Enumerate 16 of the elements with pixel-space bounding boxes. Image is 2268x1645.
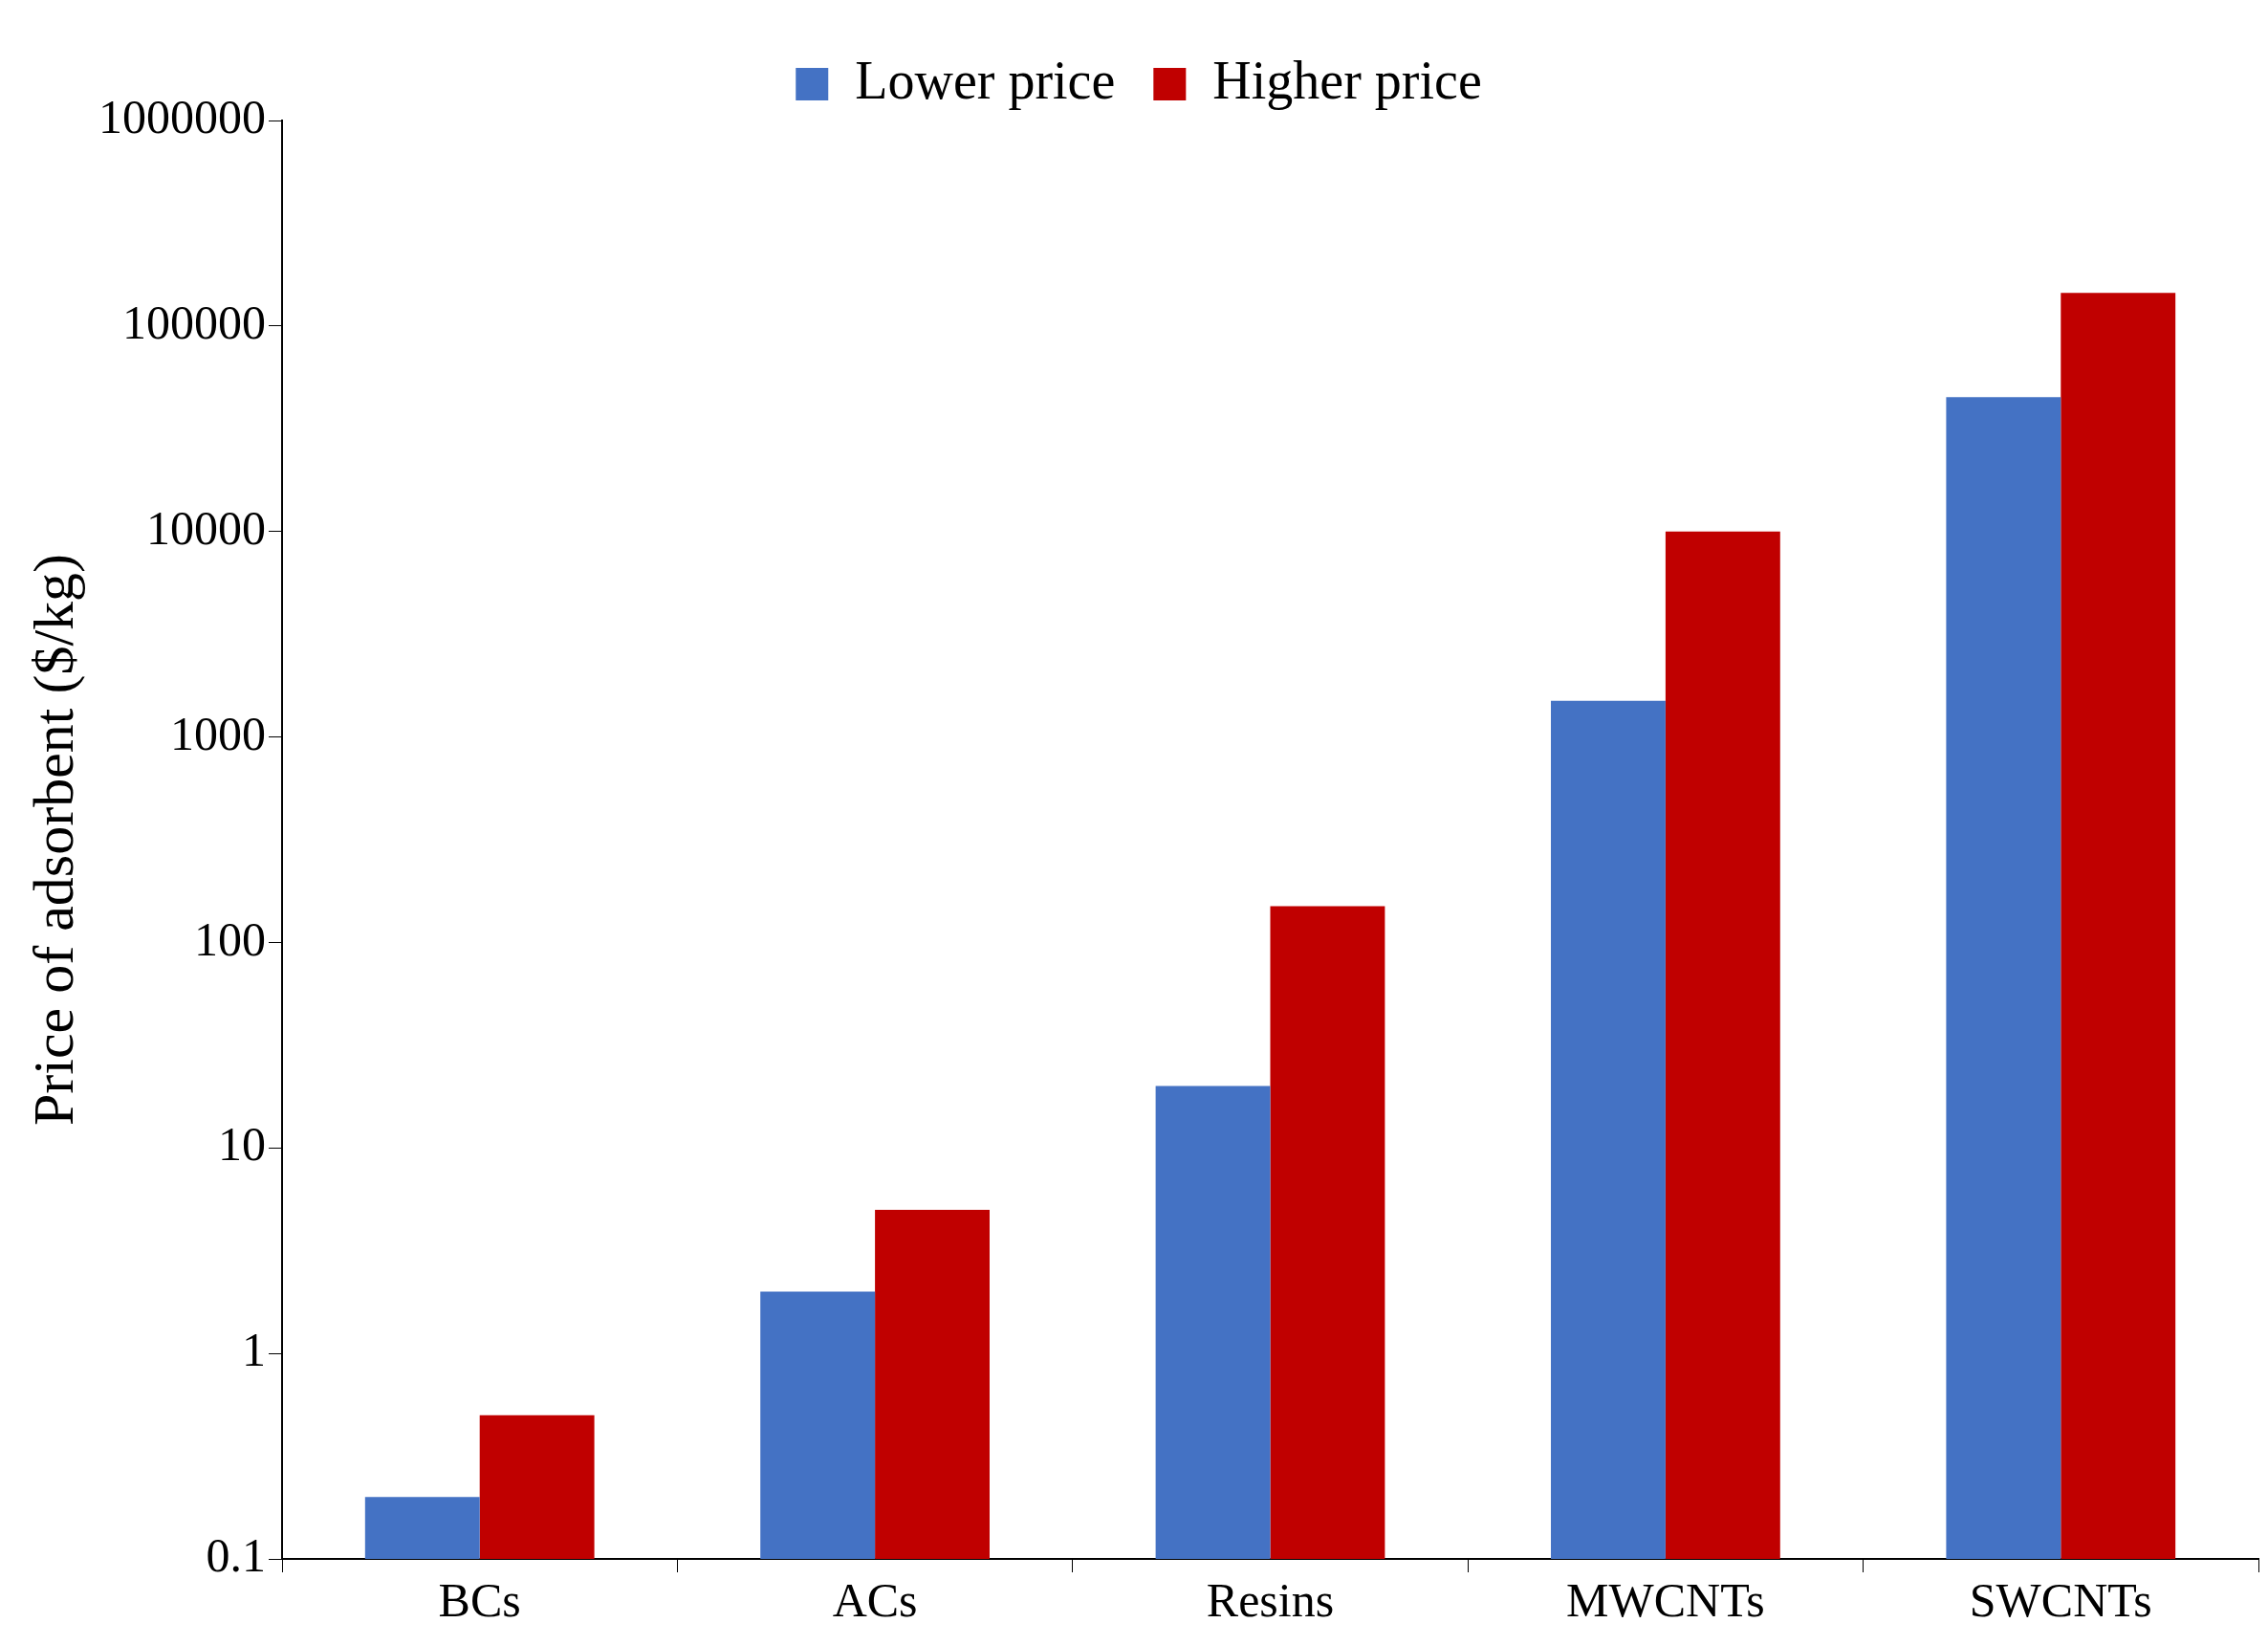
y-tick-label: 10 xyxy=(218,1117,266,1172)
y-axis-title: Price of adsorbent ($/kg) xyxy=(21,553,85,1127)
x-tick-label: MWCNTs xyxy=(1566,1573,1765,1628)
legend-label: Lower price xyxy=(855,50,1116,110)
x-tick-label: Resins xyxy=(1206,1573,1335,1628)
y-tick-label: 1000000 xyxy=(98,90,266,144)
y-tick-label: 1000 xyxy=(170,706,266,760)
y-tick-label: 0.1 xyxy=(206,1528,266,1583)
legend-label: Higher price xyxy=(1212,50,1482,110)
x-tick-label: BCs xyxy=(438,1573,521,1628)
y-tick-label: 100 xyxy=(194,911,266,966)
x-tick-label: SWCNTs xyxy=(1969,1573,2152,1628)
y-tick-label: 1 xyxy=(242,1323,266,1377)
y-tick-label: 100000 xyxy=(122,295,266,349)
y-tick-label: 10000 xyxy=(146,500,266,555)
x-tick-label: ACs xyxy=(832,1573,918,1628)
